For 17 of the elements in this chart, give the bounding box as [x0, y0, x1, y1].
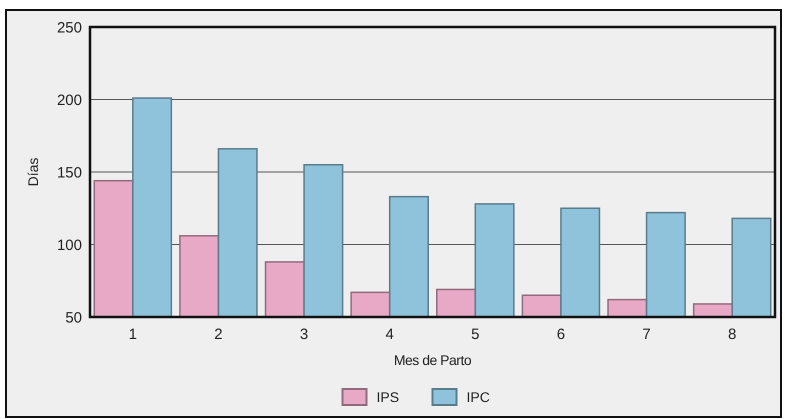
- x-tick-label: 5: [471, 326, 480, 343]
- x-tick-label: 2: [214, 326, 223, 343]
- y-tick-label: 100: [56, 236, 82, 254]
- y-tick-label: 50: [65, 309, 82, 326]
- x-tick-label: 3: [300, 326, 308, 343]
- y-tick-label: 250: [56, 19, 82, 36]
- x-tick-label: 4: [386, 326, 394, 343]
- legend-label: IPS: [376, 388, 400, 405]
- legend-label: IPC: [466, 388, 490, 405]
- x-tick-label: 7: [642, 326, 651, 343]
- x-tick-label: 6: [556, 326, 566, 343]
- y-tick-label: 200: [56, 92, 82, 109]
- y-axis-title: Días: [25, 158, 41, 186]
- x-tick-label: 8: [728, 326, 736, 343]
- x-axis-title: Mes de Parto: [394, 352, 472, 368]
- x-tick-label: 1: [128, 326, 137, 343]
- y-tick-label: 150: [56, 164, 82, 182]
